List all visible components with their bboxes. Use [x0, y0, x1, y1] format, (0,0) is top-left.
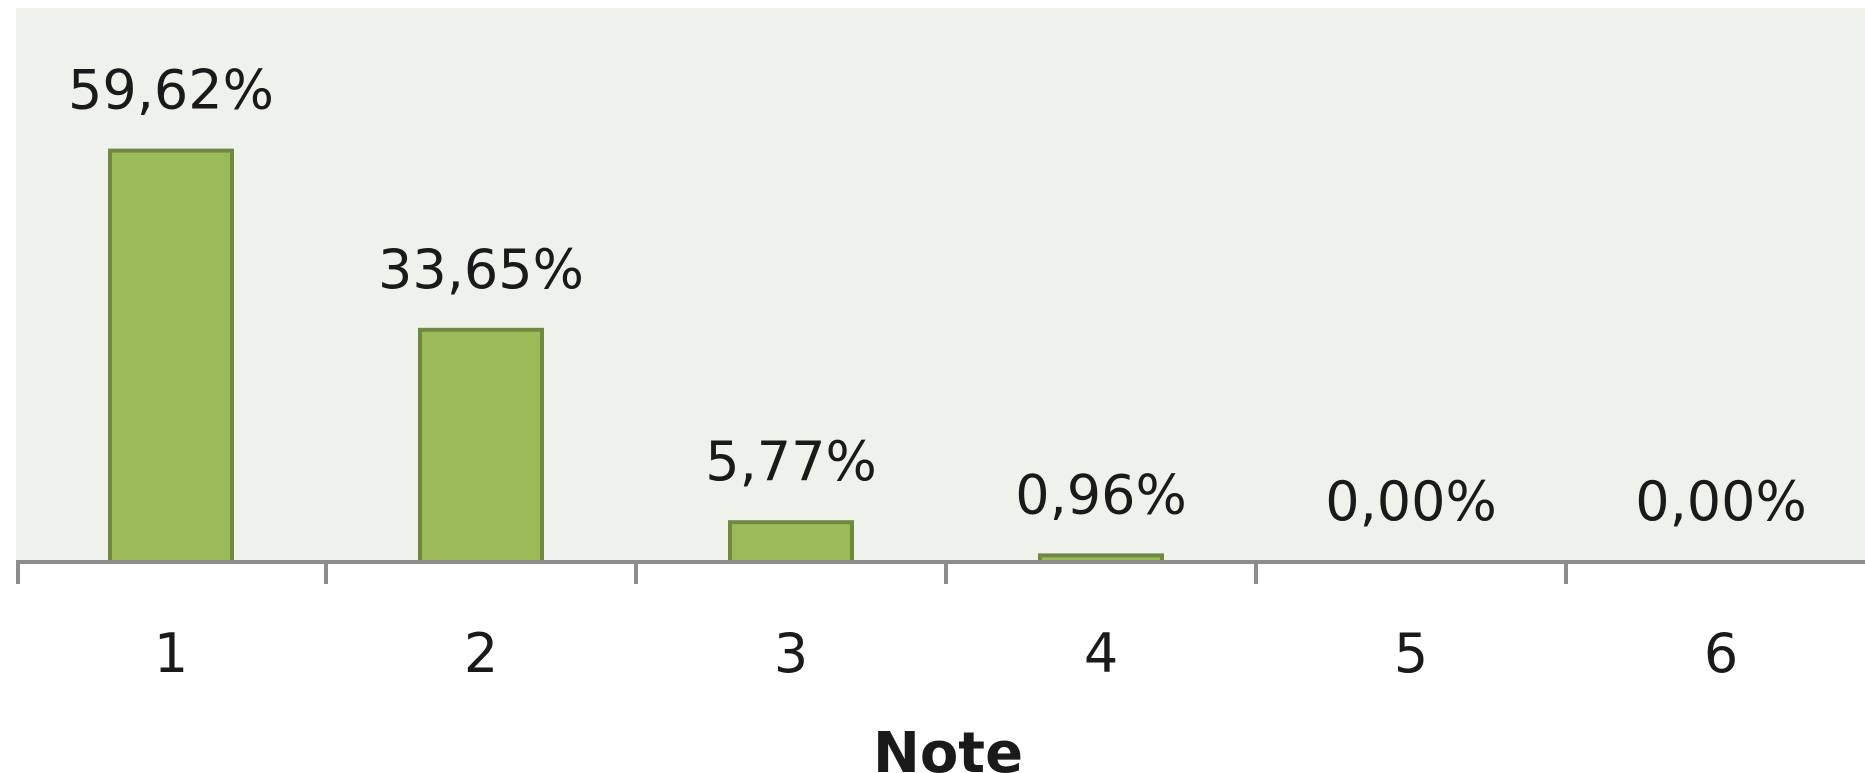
data-label-5: 0,00% [1325, 470, 1497, 533]
data-label-1: 59,62% [68, 59, 274, 122]
data-label-3: 5,77% [705, 430, 877, 493]
data-label-6: 0,00% [1635, 470, 1807, 533]
x-axis [16, 560, 1865, 584]
x-tick-label-6: 6 [1704, 622, 1738, 685]
data-label-4: 0,96% [1015, 463, 1187, 526]
x-tick-labels: 1 2 3 4 5 6 [154, 622, 1738, 685]
data-label-2: 33,65% [378, 238, 584, 301]
bar-3 [728, 520, 854, 565]
data-labels: 59,62% 33,65% 5,77% 0,96% 0,00% 0,00% [68, 59, 1807, 533]
x-tick-label-5: 5 [1394, 622, 1428, 685]
x-tick-label-4: 4 [1084, 622, 1118, 685]
x-tick-label-1: 1 [154, 622, 188, 685]
bar-2 [418, 327, 544, 564]
plot-background [16, 8, 1865, 563]
x-tick-label-2: 2 [464, 622, 498, 685]
x-axis-title: Note [873, 721, 1023, 773]
bar-1 [108, 148, 234, 564]
x-tick-label-3: 3 [774, 622, 808, 685]
bars [108, 148, 1164, 565]
